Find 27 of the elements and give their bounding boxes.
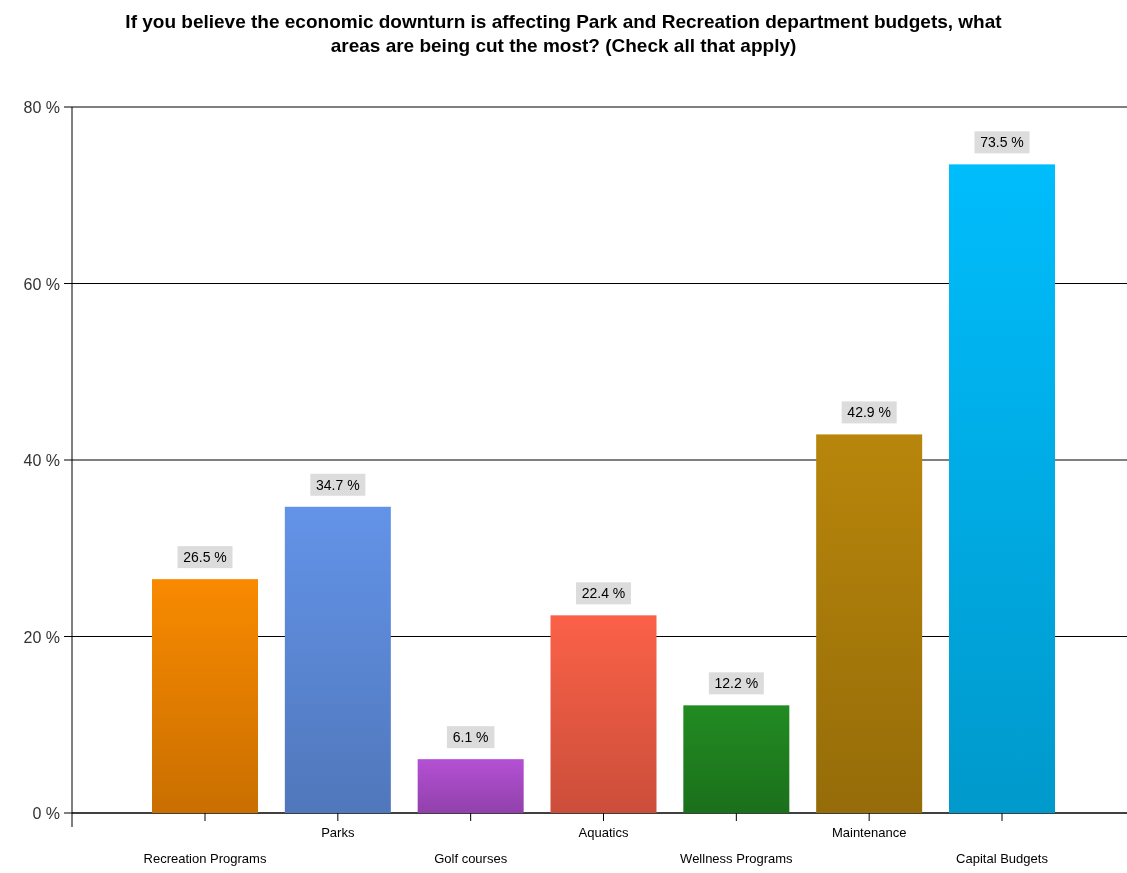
- bar: [683, 705, 790, 813]
- bar: [284, 506, 391, 813]
- x-tick-label: Parks: [321, 825, 355, 840]
- bar: [550, 615, 657, 813]
- y-tick-label: 60 %: [23, 275, 60, 293]
- y-tick-label: 40 %: [23, 452, 60, 469]
- bar: [816, 434, 923, 813]
- data-label: 34.7 %: [316, 476, 360, 493]
- y-tick-label: 80 %: [23, 99, 60, 116]
- data-label: 6.1 %: [452, 729, 489, 746]
- x-tick-label: Golf courses: [434, 851, 508, 866]
- chart-title: If you believe the economic downturn is affecting Park and Recreation department budgets, what areas are being cut the most? (Check all that apply): [125, 11, 1003, 56]
- x-tick-label: Capital Budgets: [956, 851, 1049, 866]
- data-label: 73.5 %: [980, 134, 1024, 151]
- x-tick-label: Recreation Programs: [143, 851, 267, 866]
- y-tick-label: 0 %: [32, 805, 60, 822]
- bar: [417, 759, 524, 813]
- x-tick-label: Aquatics: [578, 825, 629, 840]
- bar: [152, 579, 258, 813]
- bar: [949, 164, 1055, 813]
- data-label: 22.4 %: [581, 585, 626, 602]
- data-label: 42.9 %: [847, 404, 891, 421]
- y-tick-label: 20 %: [23, 628, 60, 646]
- x-tick-label: Wellness Programs: [680, 851, 794, 866]
- data-label: 12.2 %: [714, 675, 759, 692]
- x-tick-label: Maintenance: [831, 825, 907, 840]
- data-label: 26.5 %: [183, 549, 227, 566]
